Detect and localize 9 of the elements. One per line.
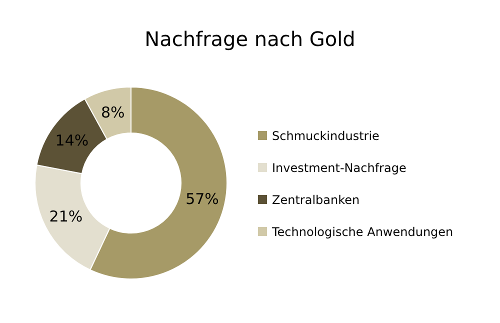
legend-label: Technologische Anwendungen [271,225,454,240]
legend-label: Investment-Nachfrage [272,161,406,176]
data-label: 8% [100,104,125,122]
data-label: 57% [186,190,219,208]
data-label: 21% [49,207,83,226]
data-label: 14% [55,131,89,150]
legend-label: Schmuckindustrie [272,129,380,144]
chart-title: Nachfrage nach Gold [144,27,356,51]
legend-label: Zentralbanken [272,193,360,208]
